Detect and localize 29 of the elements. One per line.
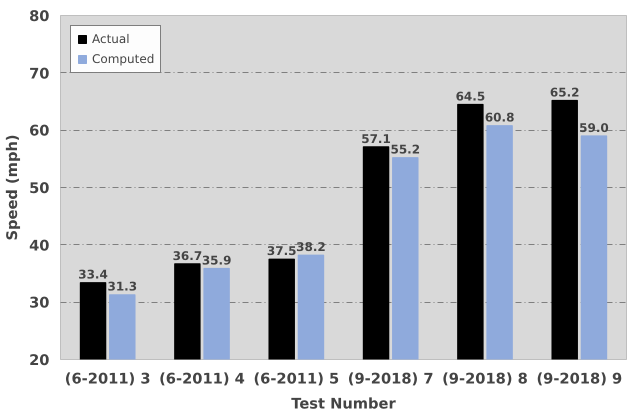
data-label: 35.9 <box>202 253 232 268</box>
y-tick-label: 80 <box>29 8 50 25</box>
x-tick-label: (6-2011) 3 <box>64 370 151 388</box>
data-label: 38.2 <box>296 240 326 254</box>
x-tick-label: (6-2011) 4 <box>159 370 245 388</box>
y-axis-title: Speed (mph) <box>4 134 22 241</box>
y-tick-label: 30 <box>29 294 50 312</box>
data-label: 55.2 <box>390 142 420 157</box>
data-label: 59.0 <box>579 120 609 135</box>
y-tick-label: 20 <box>29 352 50 369</box>
y-tick-label: 50 <box>29 180 50 197</box>
x-tick-label: (9-2018) 8 <box>442 370 528 388</box>
data-label: 65.2 <box>550 85 580 100</box>
legend-label: Computed <box>92 52 154 66</box>
legend-label: Actual <box>92 32 130 46</box>
data-label: 60.8 <box>484 110 514 125</box>
data-label: 36.7 <box>172 248 202 263</box>
data-label: 64.5 <box>456 89 486 104</box>
y-tick-label: 60 <box>29 122 50 140</box>
y-tick-label: 40 <box>29 237 50 254</box>
data-label: 33.4 <box>78 268 108 282</box>
x-tick-label: (9-2018) 7 <box>348 370 434 388</box>
x-tick-label: (9-2018) 9 <box>536 370 622 388</box>
x-axis-title: Test Number <box>291 396 396 412</box>
data-label: 57.1 <box>361 132 391 146</box>
x-tick-label: (6-2011) 5 <box>253 370 340 388</box>
data-label: 37.5 <box>266 244 297 258</box>
y-tick-label: 70 <box>29 65 50 82</box>
data-label: 31.3 <box>107 280 138 294</box>
